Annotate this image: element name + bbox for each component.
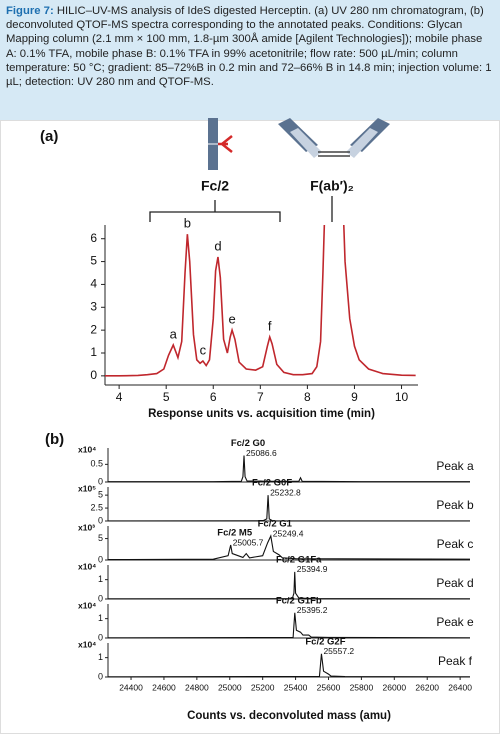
peak-annotation: Fc/2 G2F — [305, 636, 345, 647]
peak-name: Peak d — [436, 576, 473, 590]
scale-label: x10³ — [78, 522, 95, 532]
y-tick-label: 1 — [90, 345, 97, 359]
y-tick-label: 5 — [98, 490, 103, 500]
y-tick-label: 4 — [90, 277, 97, 291]
peak-mass: 25005.7 — [233, 537, 264, 547]
caption: Figure 7: HILIC–UV-MS analysis of IdeS d… — [0, 0, 500, 120]
peak-label: d — [214, 238, 221, 253]
y-tick-label: 5 — [90, 254, 97, 268]
y-tick-label: 0 — [98, 515, 103, 525]
peak-annotation: Fc/2 G1 — [258, 519, 293, 530]
panel-label: (b) — [45, 431, 64, 448]
x-tick-label: 26200 — [415, 682, 439, 692]
peak-label: a — [170, 326, 178, 341]
trace — [105, 225, 416, 377]
x-tick-label: 5 — [163, 390, 170, 404]
x-tick-label: 24400 — [119, 682, 143, 692]
y-tick-label: 0 — [90, 368, 97, 382]
x-tick-label: 4 — [116, 390, 123, 404]
scale-label: x10⁴ — [78, 444, 96, 454]
peak-mass: 25395.2 — [297, 605, 328, 615]
scale-label: x10⁴ — [78, 561, 96, 571]
bracket — [149, 200, 281, 222]
spectrum — [107, 495, 470, 522]
peak-label: c — [200, 342, 207, 357]
x-tick-label: 6 — [210, 390, 217, 404]
x-axis-label: Counts vs. deconvoluted mass (amu) — [187, 710, 391, 722]
peak-name: Peak c — [437, 537, 474, 551]
y-tick-label: 6 — [90, 231, 97, 245]
y-tick-label: 0 — [98, 476, 103, 486]
y-tick-label: 0 — [98, 593, 103, 603]
peak-label: f — [268, 318, 272, 333]
x-tick-label: 7 — [257, 390, 264, 404]
y-tick-label: 1 — [98, 613, 103, 623]
caption-text: HILIC–UV-MS analysis of IdeS digested He… — [6, 5, 492, 89]
y-tick-label: 2.5 — [90, 502, 103, 512]
peak-annotation: Fc/2 M5 — [217, 528, 253, 539]
x-tick-label: 9 — [351, 390, 358, 404]
x-tick-label: 26000 — [382, 682, 406, 692]
y-tick-label: 0.5 — [90, 459, 103, 469]
peak-mass: 25394.9 — [297, 564, 328, 574]
x-tick-label: 25000 — [218, 682, 242, 692]
peak-annotation: Fc/2 G0F — [252, 478, 292, 489]
spectrum — [107, 653, 471, 678]
peak-label: e — [228, 312, 235, 327]
y-tick-label: 5 — [98, 533, 103, 543]
peak-name: Peak e — [436, 615, 474, 629]
x-tick-label: 24600 — [152, 682, 176, 692]
peak-annotation: Fc/2 G1Fb — [276, 595, 322, 606]
y-tick-label: 3 — [90, 299, 97, 313]
fc-icon — [208, 118, 233, 170]
peak-name: Peak f — [438, 654, 473, 668]
spectrum — [107, 534, 471, 561]
peak-name: Peak b — [436, 498, 474, 512]
x-axis-label: Response units vs. acquisition time (min… — [148, 408, 375, 420]
x-tick-label: 25800 — [350, 682, 374, 692]
spectrum — [108, 455, 470, 483]
panel-label: (a) — [40, 128, 58, 145]
peak-mass: 25557.2 — [323, 646, 354, 656]
x-tick-label: 10 — [395, 390, 409, 404]
scale-label: x10⁵ — [78, 483, 96, 493]
spectrum — [107, 571, 471, 600]
peak-mass: 25232.8 — [270, 487, 301, 497]
peak-annotation: Fc/2 G0 — [231, 438, 265, 449]
fab-icon — [278, 118, 390, 158]
x-tick-label: 26400 — [448, 682, 472, 692]
peak-annotation: Fc/2 G1Fa — [276, 554, 322, 565]
caption-label: Figure 7: — [6, 5, 54, 17]
y-tick-label: 2 — [90, 322, 97, 336]
scale-label: x10⁴ — [78, 639, 96, 649]
peak-name: Peak a — [436, 459, 474, 473]
scale-label: x10⁴ — [78, 600, 96, 610]
x-tick-label: 24800 — [185, 682, 209, 692]
spectrum — [107, 612, 471, 639]
x-tick-label: 25600 — [317, 682, 341, 692]
x-tick-label: 8 — [304, 390, 311, 404]
y-tick-label: 0 — [98, 671, 103, 681]
y-tick-label: 1 — [98, 652, 103, 662]
peak-mass: 25249.4 — [273, 528, 304, 538]
y-tick-label: 0 — [98, 554, 103, 564]
peak-label: b — [184, 216, 191, 231]
y-tick-label: 0 — [98, 632, 103, 642]
x-tick-label: 25200 — [251, 682, 275, 692]
peak-mass: 25086.6 — [246, 448, 277, 458]
x-tick-label: 25400 — [284, 682, 308, 692]
annotation: Fc/2 — [201, 178, 229, 194]
annotation: F(ab′)₂ — [310, 178, 354, 194]
y-tick-label: 1 — [98, 574, 103, 584]
